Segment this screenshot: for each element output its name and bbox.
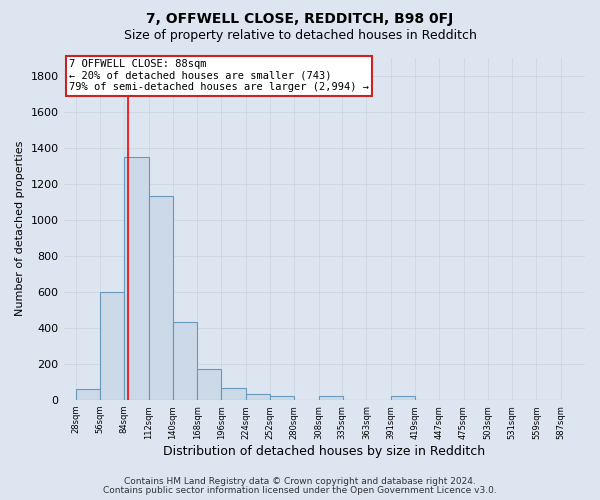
Bar xyxy=(197,368,221,400)
Bar xyxy=(173,322,197,400)
Bar xyxy=(100,292,124,400)
Text: 7, OFFWELL CLOSE, REDDITCH, B98 0FJ: 7, OFFWELL CLOSE, REDDITCH, B98 0FJ xyxy=(146,12,454,26)
Text: Contains public sector information licensed under the Open Government Licence v3: Contains public sector information licen… xyxy=(103,486,497,495)
Bar xyxy=(76,390,100,400)
Bar xyxy=(124,156,149,400)
Bar xyxy=(221,388,246,400)
Text: Size of property relative to detached houses in Redditch: Size of property relative to detached ho… xyxy=(124,29,476,42)
X-axis label: Distribution of detached houses by size in Redditch: Distribution of detached houses by size … xyxy=(163,444,485,458)
Text: Contains HM Land Registry data © Crown copyright and database right 2024.: Contains HM Land Registry data © Crown c… xyxy=(124,477,476,486)
Y-axis label: Number of detached properties: Number of detached properties xyxy=(15,141,25,316)
Bar xyxy=(319,396,343,400)
Bar xyxy=(246,394,270,400)
Bar xyxy=(149,196,173,400)
Text: 7 OFFWELL CLOSE: 88sqm
← 20% of detached houses are smaller (743)
79% of semi-de: 7 OFFWELL CLOSE: 88sqm ← 20% of detached… xyxy=(69,59,369,92)
Bar xyxy=(270,396,295,400)
Bar xyxy=(391,396,415,400)
